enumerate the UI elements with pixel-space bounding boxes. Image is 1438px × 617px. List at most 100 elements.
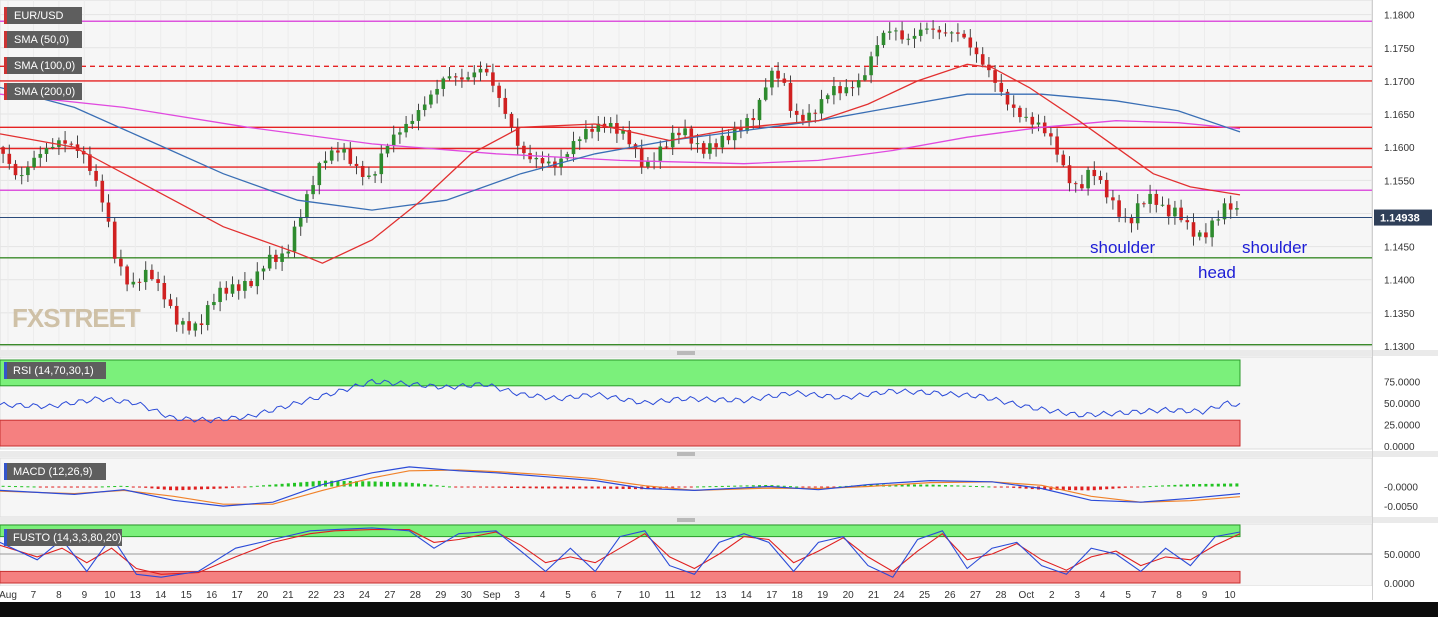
price-tick-label: 1.1450 <box>1384 243 1415 254</box>
macd-histogram-bar <box>212 486 216 489</box>
time-tick-label: 27 <box>970 590 982 601</box>
macd-histogram-bar <box>88 486 92 488</box>
macd-histogram-bar <box>57 486 61 488</box>
macd-histogram-bar <box>894 484 898 487</box>
time-tick-label: 10 <box>639 590 651 601</box>
macd-badge-box <box>4 463 106 480</box>
macd-histogram-bar <box>286 483 290 487</box>
candle-body <box>813 112 818 114</box>
candle-body <box>57 140 61 147</box>
time-tick-label: 14 <box>741 590 753 601</box>
macd-histogram-bar <box>373 481 377 487</box>
candle-body <box>732 128 737 141</box>
macd-histogram-bar <box>1117 486 1121 489</box>
macd-histogram-bar <box>1006 486 1009 488</box>
macd-histogram-bar <box>169 486 172 491</box>
macd-histogram-bar <box>410 482 414 487</box>
macd-histogram-bar <box>962 485 966 487</box>
candle-body <box>1191 222 1196 237</box>
time-tick-label: 22 <box>308 590 320 601</box>
time-tick-label: 5 <box>565 590 571 601</box>
candle-body <box>739 128 743 132</box>
macd-histogram-bar <box>1123 486 1127 488</box>
candle-body <box>249 281 253 287</box>
macd-histogram-bar <box>1235 483 1239 487</box>
time-tick-label: 27 <box>384 590 396 601</box>
symbol-badge-marker <box>4 7 7 24</box>
macd-histogram-bar <box>423 484 427 487</box>
candle-body <box>621 130 625 134</box>
macd-histogram-bar <box>107 486 110 488</box>
macd-histogram-bar <box>1167 485 1171 487</box>
time-tick-label: 8 <box>1176 590 1182 601</box>
price-tick-label: 1.1350 <box>1384 309 1415 320</box>
candle-body <box>782 78 787 83</box>
candle-body <box>150 269 154 280</box>
macd-histogram-bar <box>720 485 724 487</box>
macd-histogram-bar <box>993 486 997 488</box>
candle-body <box>379 153 384 175</box>
candle-body <box>658 146 663 161</box>
macd-histogram-bar <box>1192 484 1195 487</box>
candle-body <box>410 120 415 124</box>
candle-body <box>1235 208 1239 210</box>
candle-body <box>13 163 18 176</box>
candle-body <box>509 113 514 128</box>
time-tick-label: 23 <box>333 590 345 601</box>
macd-histogram-bar <box>448 486 451 488</box>
candle-body <box>100 180 105 203</box>
macd-histogram-bar <box>1012 486 1016 488</box>
candle-body <box>980 54 985 65</box>
macd-line <box>0 466 1241 507</box>
candle-body <box>1216 219 1221 221</box>
macd-histogram-bar <box>330 480 334 487</box>
macd-histogram-bar <box>528 486 532 489</box>
time-tick-label: 26 <box>944 590 956 601</box>
macd-histogram-bar <box>454 486 458 488</box>
time-tick-label: 10 <box>1224 590 1236 601</box>
candle-body <box>745 118 749 132</box>
rsi-oversold-zone <box>0 419 1241 447</box>
candle-body <box>1092 169 1097 177</box>
candle-body <box>503 97 508 114</box>
candle-body <box>69 143 74 145</box>
macd-histogram-bar <box>485 486 489 488</box>
candle-body <box>26 167 30 176</box>
macd-histogram-bar <box>162 486 166 490</box>
candle-body <box>962 33 966 38</box>
macd-histogram-bar <box>733 485 737 487</box>
macd-histogram-bar <box>429 484 433 487</box>
time-tick-label: 21 <box>282 590 294 601</box>
rsi-line <box>0 378 1241 424</box>
macd-histogram-bar <box>14 486 17 488</box>
macd-histogram-bar <box>981 486 985 488</box>
sma-50-badge-box <box>4 31 82 48</box>
macd-histogram-bar <box>609 486 613 489</box>
macd-histogram-bar <box>119 485 123 487</box>
macd-histogram-bar <box>1198 484 1202 487</box>
macd-histogram-bar <box>466 486 470 488</box>
macd-histogram-bar <box>925 484 929 487</box>
candle-body <box>683 128 687 136</box>
macd-histogram-bar <box>919 484 923 487</box>
time-tick-label: 3 <box>1074 590 1080 601</box>
macd-histogram-bar <box>404 482 408 487</box>
candle-body <box>900 30 904 40</box>
macd-histogram-bar <box>813 486 817 488</box>
candle-body <box>32 157 36 168</box>
candle-body <box>546 161 551 164</box>
macd-histogram-bar <box>1111 486 1115 489</box>
candle-body <box>38 153 43 158</box>
candle-body <box>1098 176 1103 180</box>
macd-histogram-bar <box>913 484 916 487</box>
candle-body <box>838 86 842 94</box>
candle-body <box>398 132 402 135</box>
candle-body <box>869 56 873 76</box>
macd-histogram-bar <box>1068 486 1071 491</box>
candle-body <box>174 305 179 325</box>
candle-body <box>1210 220 1214 238</box>
time-tick-label: 24 <box>359 590 371 601</box>
candle-body <box>162 282 167 300</box>
time-tick-label: 4 <box>1100 590 1106 601</box>
time-tick-label: 8 <box>56 590 62 601</box>
